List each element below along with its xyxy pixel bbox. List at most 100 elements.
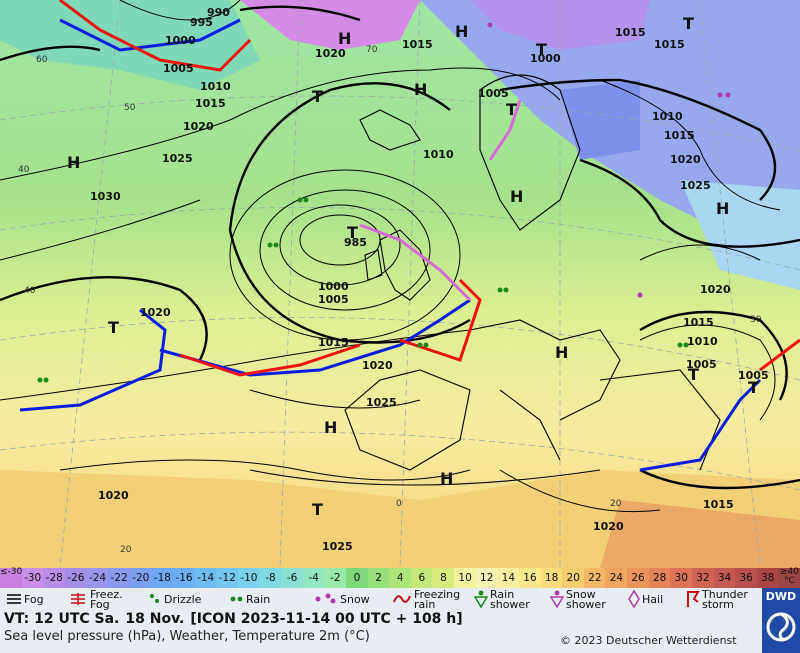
temperature-scale-cell: 34 — [713, 568, 736, 588]
warm-front-biscay — [179, 343, 361, 377]
pressure-label: 1005 — [163, 62, 194, 75]
pressure-label: 1020 — [700, 283, 731, 296]
legend-rain-shower-label: Rain shower — [490, 588, 530, 611]
high-center: H — [67, 153, 80, 172]
pressure-label: 990 — [207, 6, 230, 19]
valid-time: VT: 12 UTC Sa. 18 Nov. [ICON 2023-11-14 00… — [4, 611, 469, 627]
high-center: H — [716, 199, 729, 218]
latitude-label: 40 — [24, 286, 36, 296]
high-center: H — [440, 469, 453, 488]
freezing-rain-icon — [392, 592, 412, 608]
latitude-label: 70 — [366, 45, 378, 55]
low-center: T — [108, 318, 119, 337]
pressure-label: 1010 — [652, 110, 683, 123]
graticule-labels: 40 50 60 70 40 30 20 0 20 — [18, 45, 762, 555]
middle-east-hot-area — [600, 500, 800, 568]
dwd-logo: DWD — [762, 588, 800, 653]
temperature-scale-cell: 12 — [475, 568, 498, 588]
temperature-scale-cell: 4 — [389, 568, 412, 588]
map-canvas: 1000 995 990 1005 1010 1015 1020 1030 10… — [0, 0, 800, 568]
high-center: H — [510, 187, 523, 206]
hail-icon — [628, 589, 640, 610]
low-center: T — [312, 87, 323, 106]
dwd-logo-icon — [766, 612, 796, 642]
pressure-label: 1020 — [362, 359, 393, 372]
temperature-scale-cell: 24 — [605, 568, 628, 588]
drizzle-icon — [148, 592, 162, 608]
weather-legend: Fog Freez. Fog Drizzle Rain Snow Freezin… — [0, 588, 762, 612]
pressure-label: 1030 — [90, 190, 121, 203]
temperature-scale-cell: 30 — [670, 568, 693, 588]
pressure-label: 1025 — [162, 152, 193, 165]
valid-date: 18 Nov. — [125, 611, 185, 627]
pressure-label: 1010 — [423, 148, 454, 161]
low-center: T — [536, 40, 547, 59]
logo-text: DWD — [765, 590, 797, 603]
pressure-labels: 1000 995 990 1005 1010 1015 1020 1030 10… — [90, 6, 769, 553]
legend-freezing-fog: Freez. Fog — [70, 588, 123, 612]
legend-hail-label: Hail — [642, 593, 664, 606]
temperature-scale-cell: -18 — [151, 568, 174, 588]
warm-front-east — [759, 338, 800, 372]
pressure-label: 1015 — [703, 498, 734, 511]
temperature-scale-cell: ≤-30 — [0, 568, 22, 588]
latitude-label: 40 — [18, 165, 30, 175]
temperature-scale-cell: -26 — [64, 568, 87, 588]
pressure-label: 1025 — [680, 179, 711, 192]
snow-shower-icon — [549, 590, 565, 610]
temperature-scale-cell: ≥40 °C — [778, 567, 800, 588]
occluded-front — [359, 223, 472, 302]
temperature-scale-cell: 38 — [756, 568, 779, 588]
copyright: © 2023 Deutscher Wetterdienst — [560, 634, 737, 647]
legend-snow: Snow — [314, 588, 370, 612]
pressure-label: 1015 — [195, 97, 226, 110]
pressure-label: 1025 — [366, 396, 397, 409]
coastlines — [249, 74, 721, 486]
legend-rain: Rain — [230, 588, 270, 612]
high-center: H — [555, 343, 568, 362]
legend-snow-shower: Snow shower — [549, 588, 606, 612]
temperature-scale-cell: 2 — [367, 568, 390, 588]
pressure-label: 1005 — [478, 87, 509, 100]
arctic-very-cold-area — [240, 0, 420, 50]
cold-front-greenland — [59, 18, 241, 52]
legend-freezing-rain-label: Freezing rain — [414, 588, 461, 611]
rain-shower-icon — [473, 590, 489, 610]
pressure-label: 1015 — [664, 129, 695, 142]
legend-snow-label: Snow — [340, 593, 370, 606]
temperature-scale-cell: 26 — [627, 568, 650, 588]
temperature-scale-cell: 18 — [540, 568, 563, 588]
legend-fog: Fog — [6, 588, 44, 612]
latitude-label: 20 — [120, 545, 132, 555]
major-isobars — [0, 5, 800, 490]
low-center: T — [312, 500, 323, 519]
temperature-scale-cell: -6 — [281, 568, 304, 588]
temperature-scale-cell: -14 — [194, 568, 217, 588]
temperature-scale-cell: 32 — [691, 568, 714, 588]
pressure-label: 985 — [344, 236, 367, 249]
legend-fog-label: Fog — [24, 593, 44, 606]
temperature-scale: ≤-30 -30 -28 -26 -24 -22 -20 -18 -16 -14 -12 -10 -8-… — [0, 568, 800, 588]
temperature-scale-cell: 16 — [518, 568, 542, 588]
pressure-label: 1005 — [318, 293, 349, 306]
low-center: T — [688, 365, 699, 384]
latitude-label: 50 — [124, 103, 136, 113]
graticule — [0, 0, 800, 568]
temperature-scale-cell: -8 — [259, 568, 282, 588]
pressure-label: 1020 — [183, 120, 214, 133]
temperature-scale-cell: 0 — [345, 568, 369, 588]
temperature-scale-cell: 22 — [583, 568, 606, 588]
temperature-scale-cell: -16 — [172, 568, 196, 588]
pressure-label: 1015 — [402, 38, 433, 51]
freezing-fog-icon — [70, 592, 88, 608]
high-center: H — [338, 29, 351, 48]
latitude-label: 30 — [750, 315, 762, 325]
low-center: T — [683, 14, 694, 33]
pressure-label: 1010 — [200, 80, 231, 93]
pressure-centers: H T H H T H T H T H T H H H T T T T — [67, 14, 759, 519]
temperature-scale-cell: -24 — [86, 568, 109, 588]
pressure-label: 1015 — [683, 316, 714, 329]
latitude-label: 60 — [36, 55, 48, 65]
longitude-label: 0 — [396, 499, 402, 509]
africa-warm-area — [0, 470, 800, 568]
